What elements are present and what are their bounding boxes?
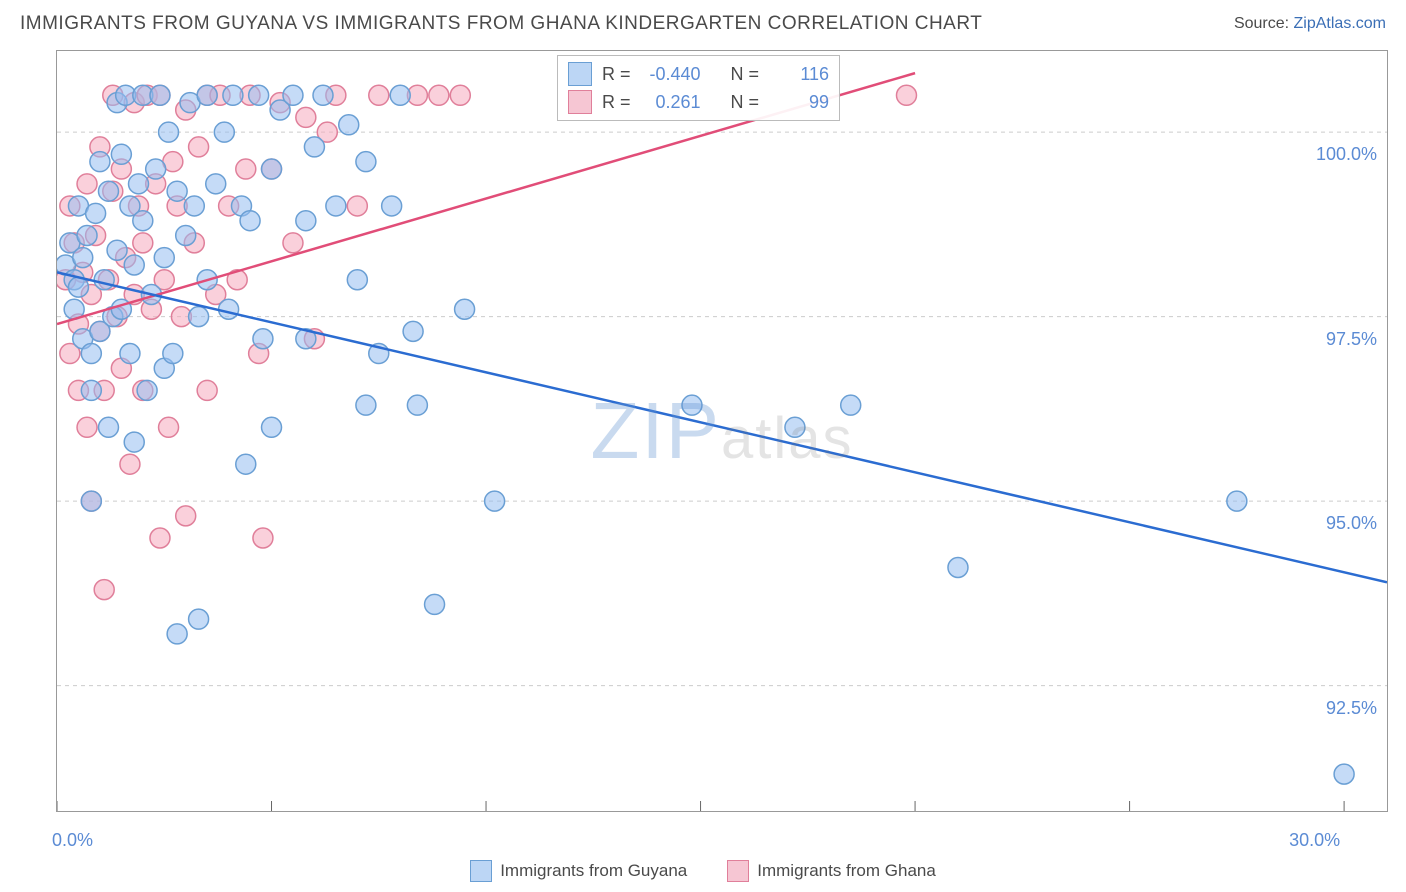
chart-svg: [57, 51, 1387, 811]
y-tick-label: 97.5%: [1326, 329, 1377, 350]
chart-source: Source: ZipAtlas.com: [1234, 15, 1386, 33]
x-tick-label: 0.0%: [52, 830, 93, 851]
y-tick-label: 100.0%: [1316, 144, 1377, 165]
stats-n-guyana: 116: [769, 60, 829, 88]
stats-r-ghana: 0.261: [641, 88, 701, 116]
y-tick-label: 92.5%: [1326, 698, 1377, 719]
legend-item-ghana: Immigrants from Ghana: [727, 860, 936, 882]
stats-row-ghana: R = 0.261 N = 99: [568, 88, 829, 116]
stats-row-guyana: R = -0.440 N = 116: [568, 60, 829, 88]
stats-r-guyana: -0.440: [641, 60, 701, 88]
stats-n-label: N =: [731, 60, 760, 88]
stats-r-label: R =: [602, 60, 631, 88]
legend-label-ghana: Immigrants from Ghana: [757, 861, 936, 881]
y-tick-label: 95.0%: [1326, 513, 1377, 534]
bottom-legend: Immigrants from Guyana Immigrants from G…: [0, 856, 1406, 886]
stats-r-label: R =: [602, 88, 631, 116]
x-tick-label: 30.0%: [1289, 830, 1340, 851]
chart-title: IMMIGRANTS FROM GUYANA VS IMMIGRANTS FRO…: [20, 13, 982, 35]
legend-swatch-ghana: [727, 860, 749, 882]
legend-label-guyana: Immigrants from Guyana: [500, 861, 687, 881]
stats-n-ghana: 99: [769, 88, 829, 116]
source-prefix: Source:: [1234, 15, 1294, 32]
source-link[interactable]: ZipAtlas.com: [1294, 15, 1386, 32]
legend-swatch-guyana: [470, 860, 492, 882]
legend-item-guyana: Immigrants from Guyana: [470, 860, 687, 882]
stats-box: R = -0.440 N = 116 R = 0.261 N = 99: [557, 55, 840, 121]
stats-swatch-ghana: [568, 90, 592, 114]
stats-swatch-guyana: [568, 62, 592, 86]
chart-area: ZIPatlas R = -0.440 N = 116 R = 0.261 N …: [56, 50, 1388, 812]
stats-n-label: N =: [731, 88, 760, 116]
